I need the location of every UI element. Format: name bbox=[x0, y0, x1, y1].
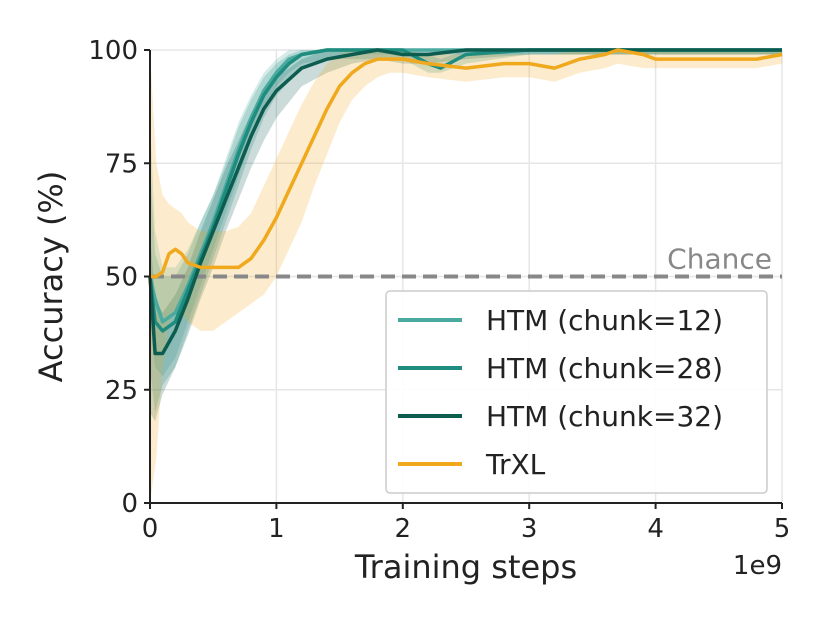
x-tick-label: 3 bbox=[521, 514, 538, 544]
y-tick-label: 50 bbox=[105, 263, 138, 293]
legend-box bbox=[385, 290, 768, 494]
x-tick-label: 2 bbox=[395, 514, 412, 544]
legend-label: TrXL bbox=[485, 448, 546, 481]
series-lines bbox=[148, 48, 783, 356]
legend-label: HTM (chunk=28) bbox=[486, 352, 723, 385]
x-axis-title: Training steps bbox=[354, 548, 577, 586]
y-tick-label: 25 bbox=[105, 376, 138, 406]
x-tick-label: 0 bbox=[142, 514, 159, 544]
x-tick-label: 5 bbox=[774, 514, 791, 544]
legend: HTM (chunk=12) HTM (chunk=28) HTM (chunk=3… bbox=[385, 290, 768, 494]
y-tick-label: 75 bbox=[105, 149, 138, 179]
confidence-bands bbox=[150, 50, 782, 503]
x-scale-label: 1e9 bbox=[733, 551, 782, 581]
y-tick-label: 0 bbox=[121, 489, 138, 519]
y-axis-title: Accuracy (%) bbox=[32, 171, 70, 383]
legend-label: HTM (chunk=32) bbox=[486, 400, 723, 433]
band-trxl bbox=[150, 50, 782, 503]
x-tick-label: 1 bbox=[268, 514, 285, 544]
legend-label: HTM (chunk=12) bbox=[486, 304, 723, 337]
chance-label: Chance bbox=[667, 243, 772, 276]
line-trxl bbox=[150, 48, 783, 279]
x-tick-label: 4 bbox=[647, 514, 664, 544]
line-htm-chunk-32 bbox=[148, 48, 782, 356]
y-tick-label: 100 bbox=[88, 36, 138, 66]
